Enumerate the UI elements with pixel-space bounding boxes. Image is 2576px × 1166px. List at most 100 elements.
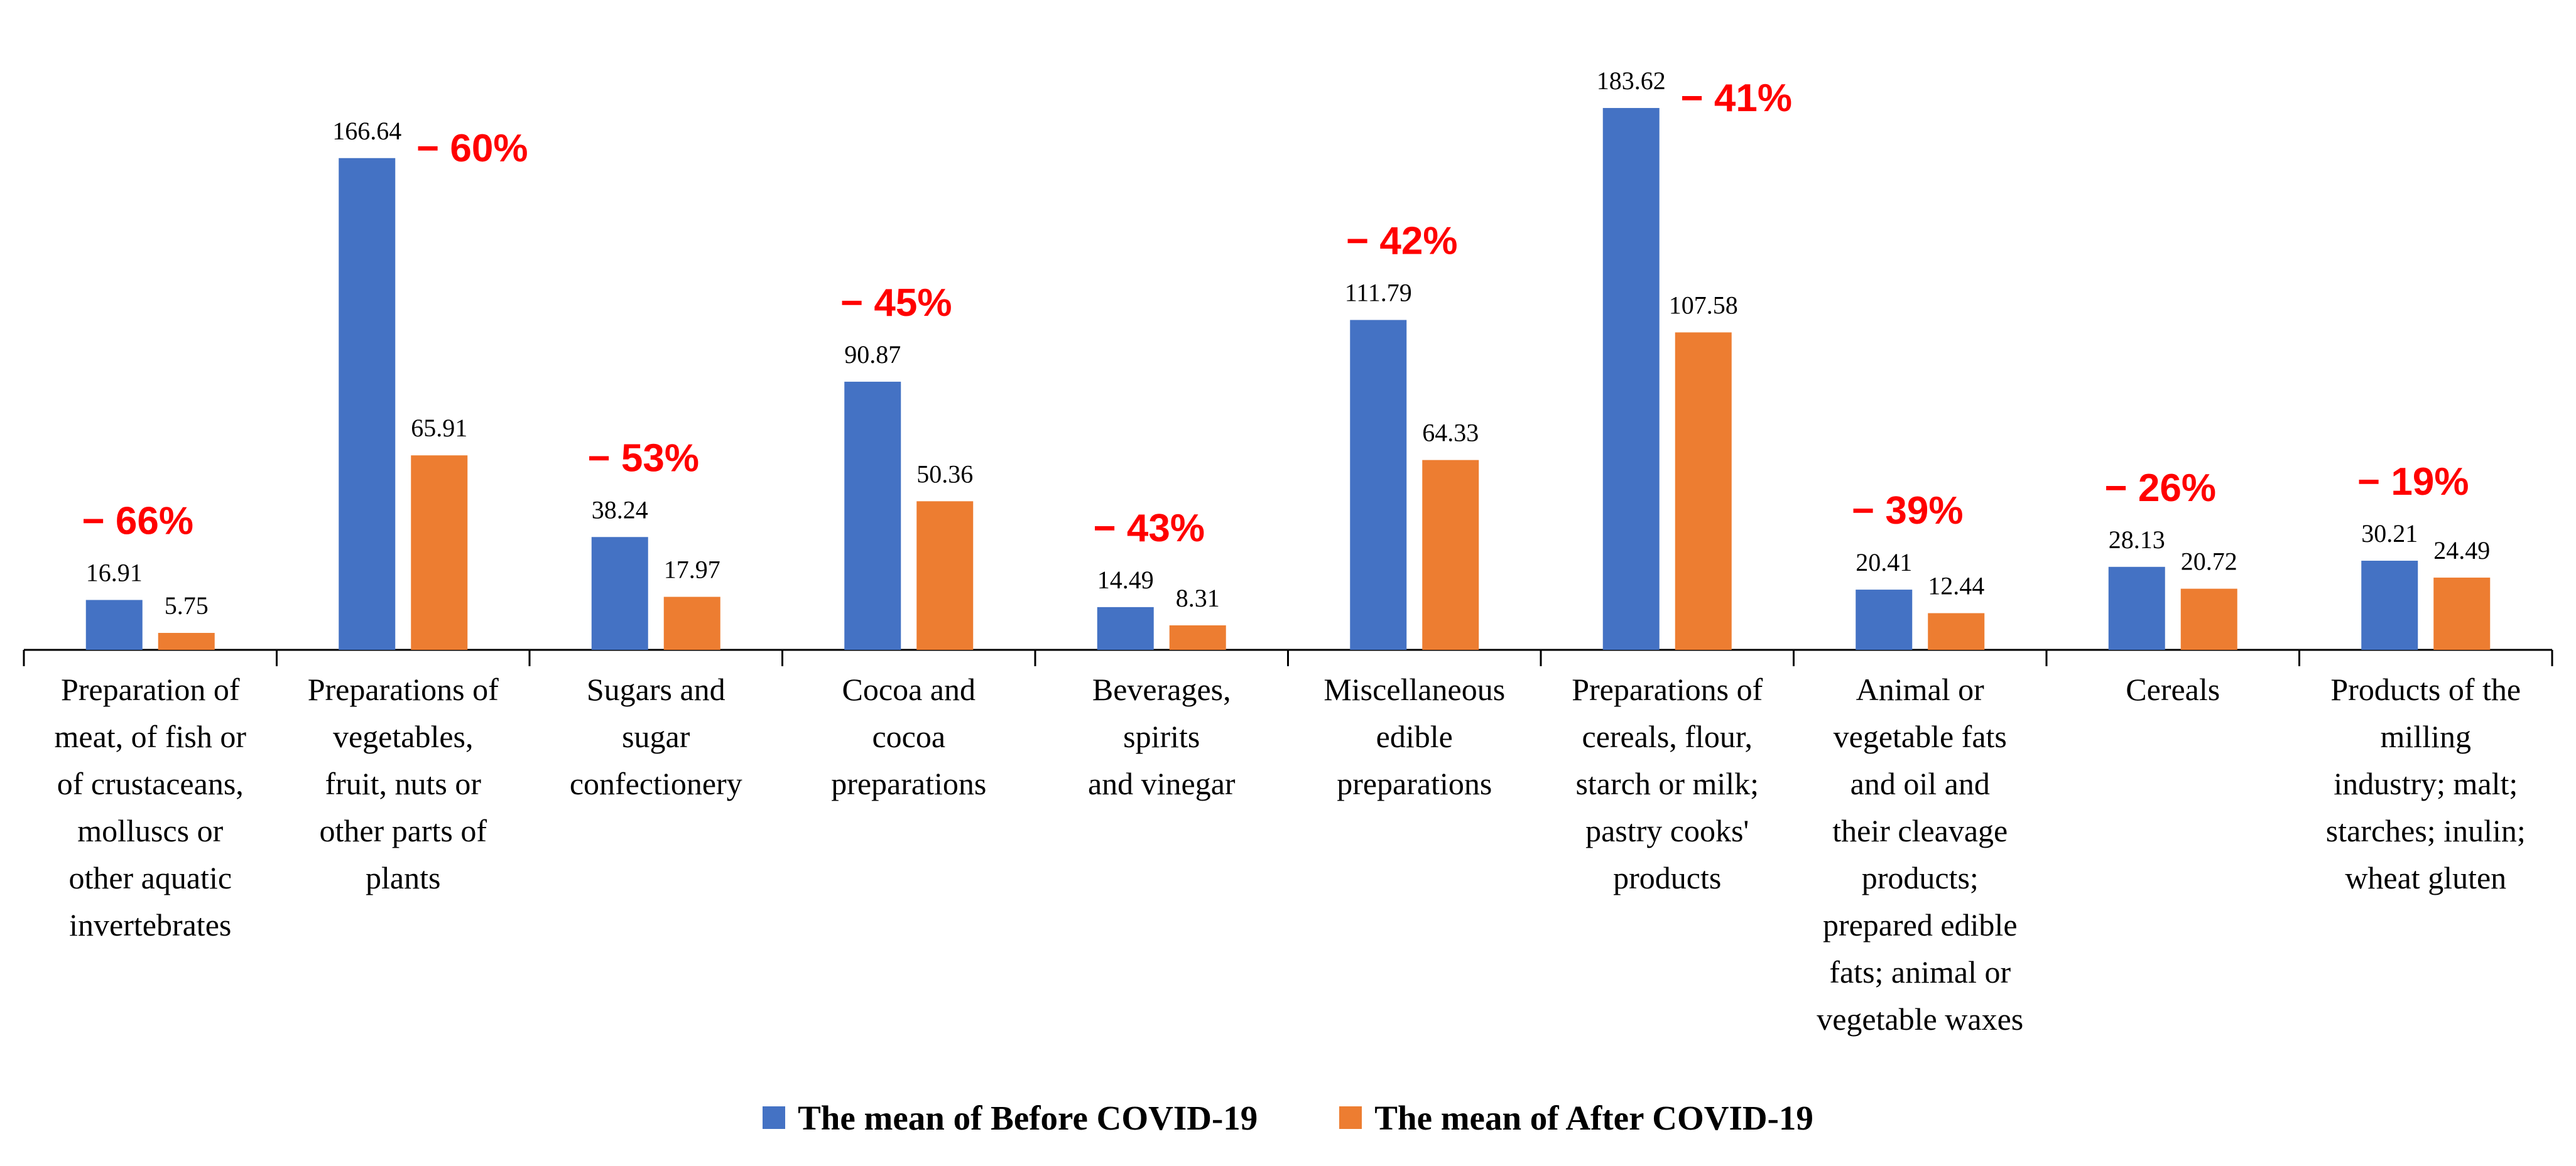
category-label-9: Products of the milling industry; malt; sta…	[2326, 672, 2526, 895]
category-label-line: prepared edible	[1823, 907, 2018, 942]
change-annotation-8: − 26%	[2104, 467, 2216, 510]
category-label-line: vegetables,	[333, 719, 474, 754]
bar-before-4	[1097, 607, 1154, 650]
category-label-line: Cereals	[2126, 672, 2220, 707]
category-label-line: cereals, flour,	[1582, 719, 1753, 754]
data-label-before-0: 16.91	[86, 559, 143, 587]
data-label-before-8: 28.13	[2109, 526, 2165, 554]
category-label-line: preparations	[1337, 766, 1492, 801]
change-annotation-4: − 43%	[1093, 507, 1205, 550]
bar-before-2	[591, 537, 648, 650]
data-label-after-3: 50.36	[916, 460, 973, 488]
category-label-line: their cleavage	[1832, 813, 2008, 848]
bar-after-2	[663, 596, 720, 650]
legend: The mean of Before COVID-19 The mean of …	[0, 1096, 2576, 1140]
category-label-line: Sugars and	[587, 672, 726, 707]
data-label-after-2: 17.97	[664, 556, 720, 584]
change-annotation-1: − 60%	[416, 127, 528, 170]
category-label-line: wheat gluten	[2345, 860, 2506, 895]
bar-before-8	[2108, 566, 2165, 650]
category-label-line: fats; animal or	[1829, 954, 2011, 990]
category-label-line: fruit, nuts or	[325, 766, 481, 801]
data-label-after-8: 20.72	[2181, 548, 2237, 576]
data-label-after-1: 65.91	[411, 414, 467, 442]
category-label-line: products;	[1862, 860, 1979, 895]
bar-before-1	[339, 158, 396, 650]
bar-before-7	[1856, 590, 1913, 650]
change-annotation-3: − 45%	[840, 281, 952, 325]
category-label-line: confectionery	[570, 766, 742, 801]
category-label-line: spirits	[1123, 719, 1200, 754]
legend-item-before: The mean of Before COVID-19	[763, 1098, 1258, 1138]
bar-after-0	[158, 632, 215, 650]
category-label-line: Animal or	[1856, 672, 1984, 707]
category-label-line: vegetable waxes	[1817, 1001, 2023, 1037]
change-annotation-0: − 66%	[82, 500, 193, 543]
change-annotation-9: − 19%	[2357, 460, 2469, 504]
category-label-line: sugar	[622, 719, 690, 754]
category-label-0: Preparation of meat, of fish or of crustac…	[55, 672, 247, 942]
bar-after-4	[1169, 625, 1226, 650]
bar-before-9	[2361, 561, 2418, 650]
change-annotation-7: − 39%	[1852, 489, 1964, 532]
data-label-after-6: 107.58	[1669, 291, 1738, 319]
category-label-line: other parts of	[319, 813, 487, 848]
bar-after-5	[1422, 460, 1479, 650]
category-label-line: meat, of fish or	[55, 719, 247, 754]
data-label-before-7: 20.41	[1856, 548, 1912, 576]
category-label-line: Products of the	[2330, 672, 2521, 707]
category-label-line: Beverages,	[1092, 672, 1231, 707]
data-label-before-6: 183.62	[1597, 67, 1666, 95]
category-label-line: Cocoa and	[842, 672, 976, 707]
change-annotation-6: − 41%	[1680, 77, 1792, 120]
category-label-line: other aquatic	[68, 860, 232, 895]
change-annotation-5: − 42%	[1346, 220, 1458, 263]
data-label-after-7: 12.44	[1928, 572, 1984, 600]
legend-swatch-after	[1339, 1106, 1362, 1129]
bar-before-5	[1350, 320, 1407, 650]
category-label-5: Miscellaneous edible preparations	[1323, 672, 1505, 801]
category-label-line: and vinegar	[1088, 766, 1236, 801]
category-label-line: molluscs or	[77, 813, 223, 848]
category-label-line: pastry cooks'	[1585, 813, 1749, 848]
category-label-line: plants	[366, 860, 440, 895]
category-label-line: preparations	[831, 766, 986, 801]
category-label-line: and oil and	[1850, 766, 1990, 801]
bar-after-1	[411, 455, 468, 650]
category-label-7: Animal or vegetable fats and oil and their …	[1817, 672, 2023, 1037]
category-label-line: vegetable fats	[1834, 719, 2007, 754]
data-label-before-9: 30.21	[2361, 519, 2418, 548]
data-label-before-2: 38.24	[592, 495, 648, 524]
category-label-4: Beverages, spirits and vinegar	[1088, 672, 1236, 801]
category-label-line: Miscellaneous	[1323, 672, 1505, 707]
bar-before-3	[844, 381, 901, 650]
bar-after-7	[1928, 613, 1985, 650]
category-label-line: Preparations of	[308, 672, 499, 707]
category-label-line: starches; inulin;	[2326, 813, 2526, 848]
category-label-line: cocoa	[872, 719, 945, 754]
data-label-before-1: 166.64	[332, 117, 401, 145]
category-label-line: milling	[2381, 719, 2471, 754]
data-label-after-5: 64.33	[1422, 419, 1479, 447]
data-label-before-4: 14.49	[1097, 566, 1154, 594]
bar-after-3	[916, 501, 974, 650]
bar-after-9	[2433, 577, 2491, 650]
data-label-before-5: 111.79	[1345, 279, 1412, 307]
legend-item-after: The mean of After COVID-19	[1339, 1098, 1813, 1138]
legend-label-before: The mean of Before COVID-19	[798, 1098, 1258, 1137]
data-label-after-0: 5.75	[165, 591, 209, 620]
bar-before-6	[1602, 107, 1660, 650]
data-label-before-3: 90.87	[844, 340, 901, 369]
bar-after-8	[2180, 588, 2237, 650]
data-label-after-4: 8.31	[1176, 584, 1220, 612]
category-label-line: edible	[1376, 719, 1453, 754]
data-label-after-9: 24.49	[2433, 536, 2490, 564]
legend-label-after: The mean of After COVID-19	[1374, 1098, 1813, 1137]
bar-before-0	[85, 600, 143, 650]
category-label-3: Cocoa and cocoa preparations	[831, 672, 986, 801]
category-label-line: starch or milk;	[1575, 766, 1759, 801]
bar-after-6	[1675, 332, 1732, 650]
category-label-line: of crustaceans,	[57, 766, 244, 801]
